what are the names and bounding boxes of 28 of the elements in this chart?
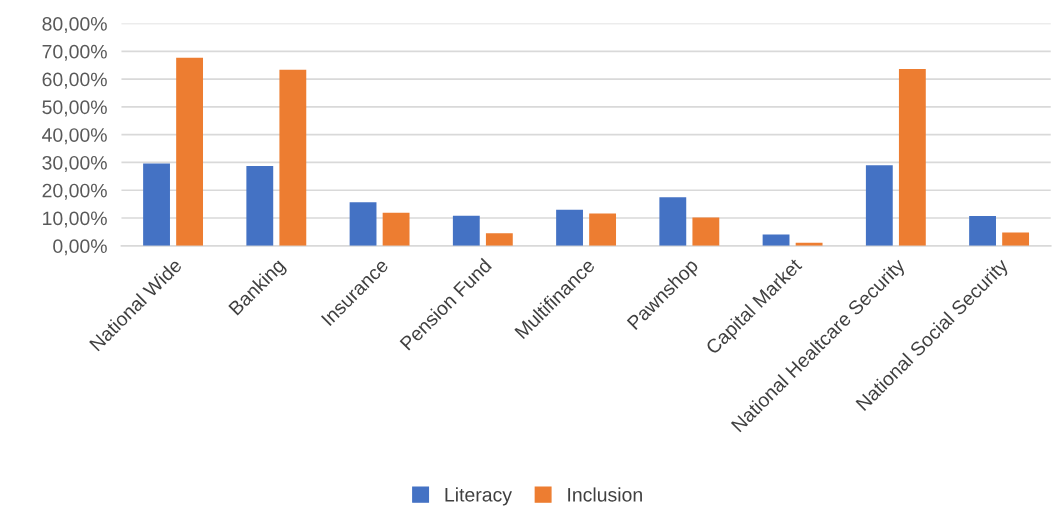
bar [176, 57, 204, 246]
bar [143, 163, 170, 246]
y-tick-label: 60,00% [42, 72, 107, 89]
bar [1002, 232, 1030, 246]
y-tick-label: 50,00% [42, 100, 107, 117]
y-tick-label: 0,00% [53, 239, 107, 256]
y-tick-label: 10,00% [43, 211, 107, 228]
bar [865, 165, 893, 246]
y-tick-label: 20,00% [42, 183, 107, 200]
bar [279, 69, 307, 246]
bar [898, 69, 926, 246]
bar [382, 212, 410, 246]
bar [969, 216, 996, 246]
bar [452, 215, 480, 246]
bar [692, 217, 720, 246]
bar [485, 233, 513, 246]
bar [589, 213, 617, 246]
bar [556, 209, 583, 246]
y-tick-label: 80,00% [42, 17, 107, 34]
bar [246, 166, 274, 246]
bar [762, 234, 790, 246]
y-tick-label: 40,00% [42, 128, 107, 145]
legend-label: Literacy [445, 487, 512, 506]
y-tick-label: 70,00% [42, 44, 107, 61]
bar [659, 197, 687, 246]
y-tick-label: 30,00% [42, 155, 107, 172]
legend-label: Inclusion [568, 487, 642, 502]
bar [349, 202, 377, 246]
